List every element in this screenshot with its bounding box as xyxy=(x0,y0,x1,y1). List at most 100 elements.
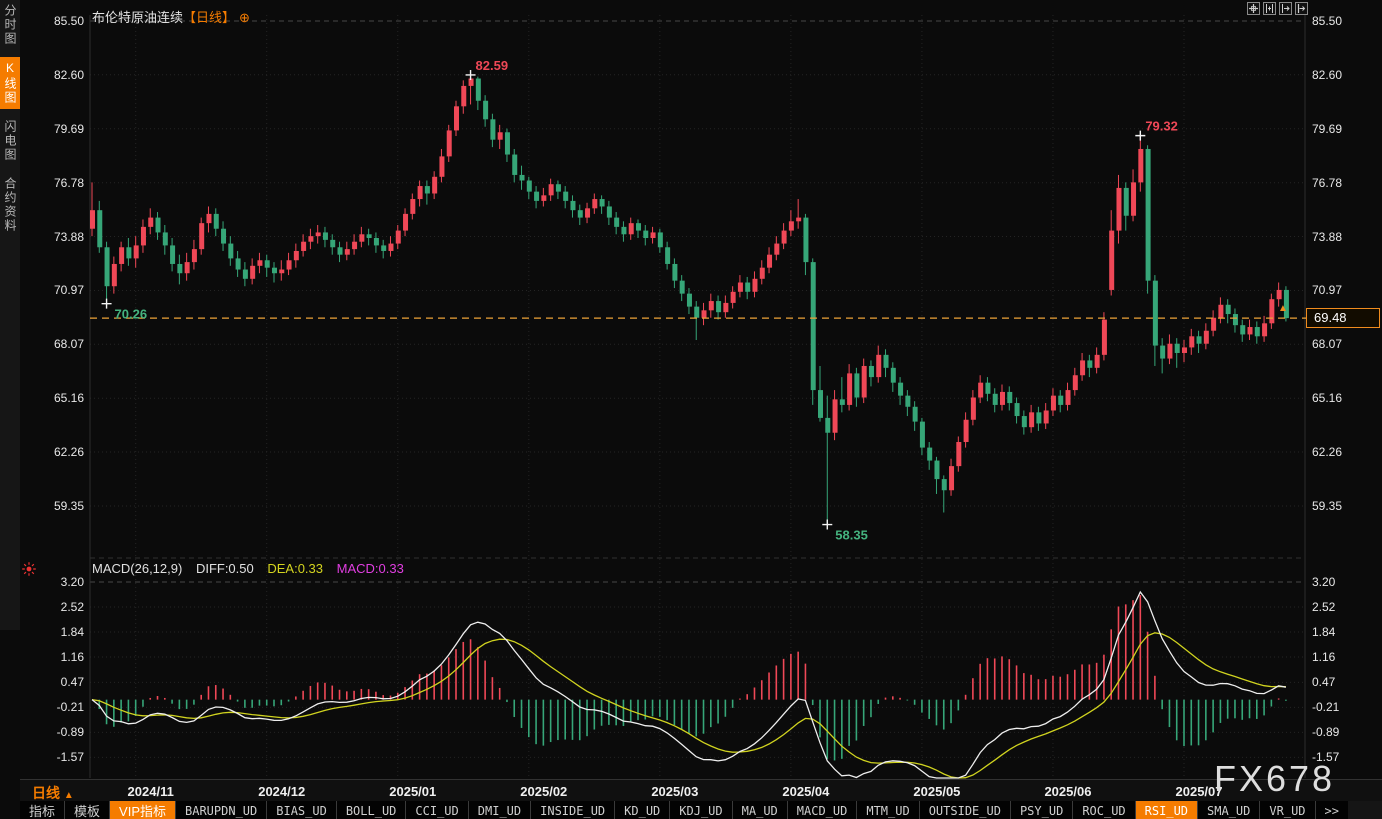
candle-body xyxy=(1247,327,1253,335)
candle-body xyxy=(1080,360,1086,376)
candle-body xyxy=(119,247,125,264)
price-annotation-70_26: 70.26 xyxy=(115,307,148,322)
brand-watermark: FX678 xyxy=(1214,758,1336,799)
candle-body xyxy=(1094,354,1100,368)
tab-barupdn_ud[interactable]: BARUPDN_UD xyxy=(175,801,266,819)
price-axis-left-0: 85.50 xyxy=(53,14,84,28)
tab-inside_ud[interactable]: INSIDE_UD xyxy=(530,801,614,819)
tab-vip[interactable]: VIP指标 xyxy=(109,801,175,819)
candle-body xyxy=(832,399,838,433)
macd-axis-left-7: -1.57 xyxy=(56,750,84,765)
tab-rsi_ud[interactable]: RSI_UD xyxy=(1134,801,1198,819)
candle-body xyxy=(1043,410,1049,424)
price-marker-cross xyxy=(465,69,476,80)
candle-body xyxy=(250,265,256,279)
candle-body xyxy=(876,354,882,378)
tab-cci_ud[interactable]: CCI_UD xyxy=(405,801,467,819)
candle-body xyxy=(133,245,139,259)
candle-body xyxy=(781,230,787,244)
pan-crosshair-icon[interactable] xyxy=(1247,2,1260,15)
add-instrument-icon[interactable]: ⊕ xyxy=(239,10,250,25)
candle-body xyxy=(388,243,394,251)
tab-[interactable]: 模板 xyxy=(64,801,109,819)
price-axis-right-3: 76.78 xyxy=(1312,175,1343,190)
candle-body xyxy=(1021,416,1027,428)
candle-body xyxy=(1007,391,1013,404)
fit-x-axis-icon[interactable] xyxy=(1279,2,1292,15)
tab-[interactable]: >> xyxy=(1314,801,1348,819)
candle-body xyxy=(148,217,154,227)
macd-axis-right-2: 1.84 xyxy=(1312,625,1336,639)
candle-body xyxy=(111,263,117,287)
period-selector[interactable]: 日线 ▲ xyxy=(32,785,74,801)
tab-vr_ud[interactable]: VR_UD xyxy=(1259,801,1314,819)
tab-kd_ud[interactable]: KD_UD xyxy=(614,801,669,819)
candle-body xyxy=(446,130,452,157)
sidebar-item-0[interactable]: 分时图 xyxy=(3,4,17,46)
candle-body xyxy=(1050,395,1056,411)
candle-body xyxy=(1240,325,1246,335)
candle-body xyxy=(155,217,161,233)
candle-body xyxy=(461,85,467,107)
price-annotation-58_35: 58.35 xyxy=(835,528,868,543)
price-axis-right-2: 79.69 xyxy=(1312,121,1343,136)
tab-kdj_ud[interactable]: KDJ_UD xyxy=(669,801,731,819)
candle-body xyxy=(410,199,416,214)
tab-macd_ud[interactable]: MACD_UD xyxy=(786,801,857,819)
tab-bias_ud[interactable]: BIAS_UD xyxy=(266,801,336,819)
sidebar-item-2[interactable]: 闪电图 xyxy=(3,120,17,162)
macd-macd-value: MACD:0.33 xyxy=(336,561,404,576)
macd-dea-value: DEA:0.33 xyxy=(267,561,324,576)
candle-body xyxy=(1065,390,1071,405)
tab-psy_ud[interactable]: PSY_UD xyxy=(1009,801,1072,819)
candle-body xyxy=(898,382,904,396)
candle-body xyxy=(1269,299,1275,324)
candle-body xyxy=(847,373,853,405)
sidebar-item-1[interactable]: K线图 xyxy=(0,57,20,109)
price-axis-left-1: 82.60 xyxy=(53,67,84,82)
candle-body xyxy=(140,226,146,246)
candle-body xyxy=(1036,412,1042,424)
candle-body xyxy=(970,397,976,420)
price-marker-cross xyxy=(822,519,833,530)
candle-body xyxy=(257,260,263,266)
candle-body xyxy=(373,237,379,246)
candle-body xyxy=(788,221,794,231)
shift-right-icon[interactable] xyxy=(1295,2,1308,15)
candle-body xyxy=(170,245,176,264)
candle-body xyxy=(483,100,489,120)
candle-body xyxy=(730,291,736,303)
macd-indicator-header[interactable]: MACD(26,12,9) DIFF:0.50 DEA:0.33 MACD:0.… xyxy=(92,561,414,576)
candle-body xyxy=(956,442,962,467)
tab-roc_ud[interactable]: ROC_UD xyxy=(1072,801,1134,819)
candle-body xyxy=(1167,343,1173,359)
candle-body xyxy=(577,210,583,218)
candle-body xyxy=(1131,182,1137,216)
candle-body xyxy=(264,260,270,268)
candle-body xyxy=(541,195,547,201)
tab-dmi_ud[interactable]: DMI_UD xyxy=(467,801,530,819)
candle-body xyxy=(454,106,459,131)
candle-body xyxy=(767,254,773,268)
candle-body xyxy=(810,262,816,391)
candle-body xyxy=(985,382,991,394)
candle-body xyxy=(1160,345,1166,359)
tab-mtm_ud[interactable]: MTM_UD xyxy=(856,801,918,819)
sidebar-item-3[interactable]: 合约资料 xyxy=(3,177,17,233)
candle-body xyxy=(672,263,678,281)
candle-body xyxy=(315,232,321,237)
tab-[interactable]: 指标 xyxy=(29,804,56,819)
candle-body xyxy=(585,208,591,218)
candle-body xyxy=(1232,314,1238,326)
tab-ma_ud[interactable]: MA_UD xyxy=(731,801,787,819)
tab-outside_ud[interactable]: OUTSIDE_UD xyxy=(918,801,1010,819)
tab-sma_ud[interactable]: SMA_UD xyxy=(1197,801,1259,819)
candle-body xyxy=(1283,289,1289,319)
fit-y-axis-icon[interactable] xyxy=(1263,2,1276,15)
tab-boll_ud[interactable]: BOLL_UD xyxy=(335,801,406,819)
candle-body xyxy=(1138,148,1144,183)
indicator-alert-icon[interactable] xyxy=(21,561,37,577)
macd-name: MACD(26,12,9) xyxy=(92,561,183,576)
